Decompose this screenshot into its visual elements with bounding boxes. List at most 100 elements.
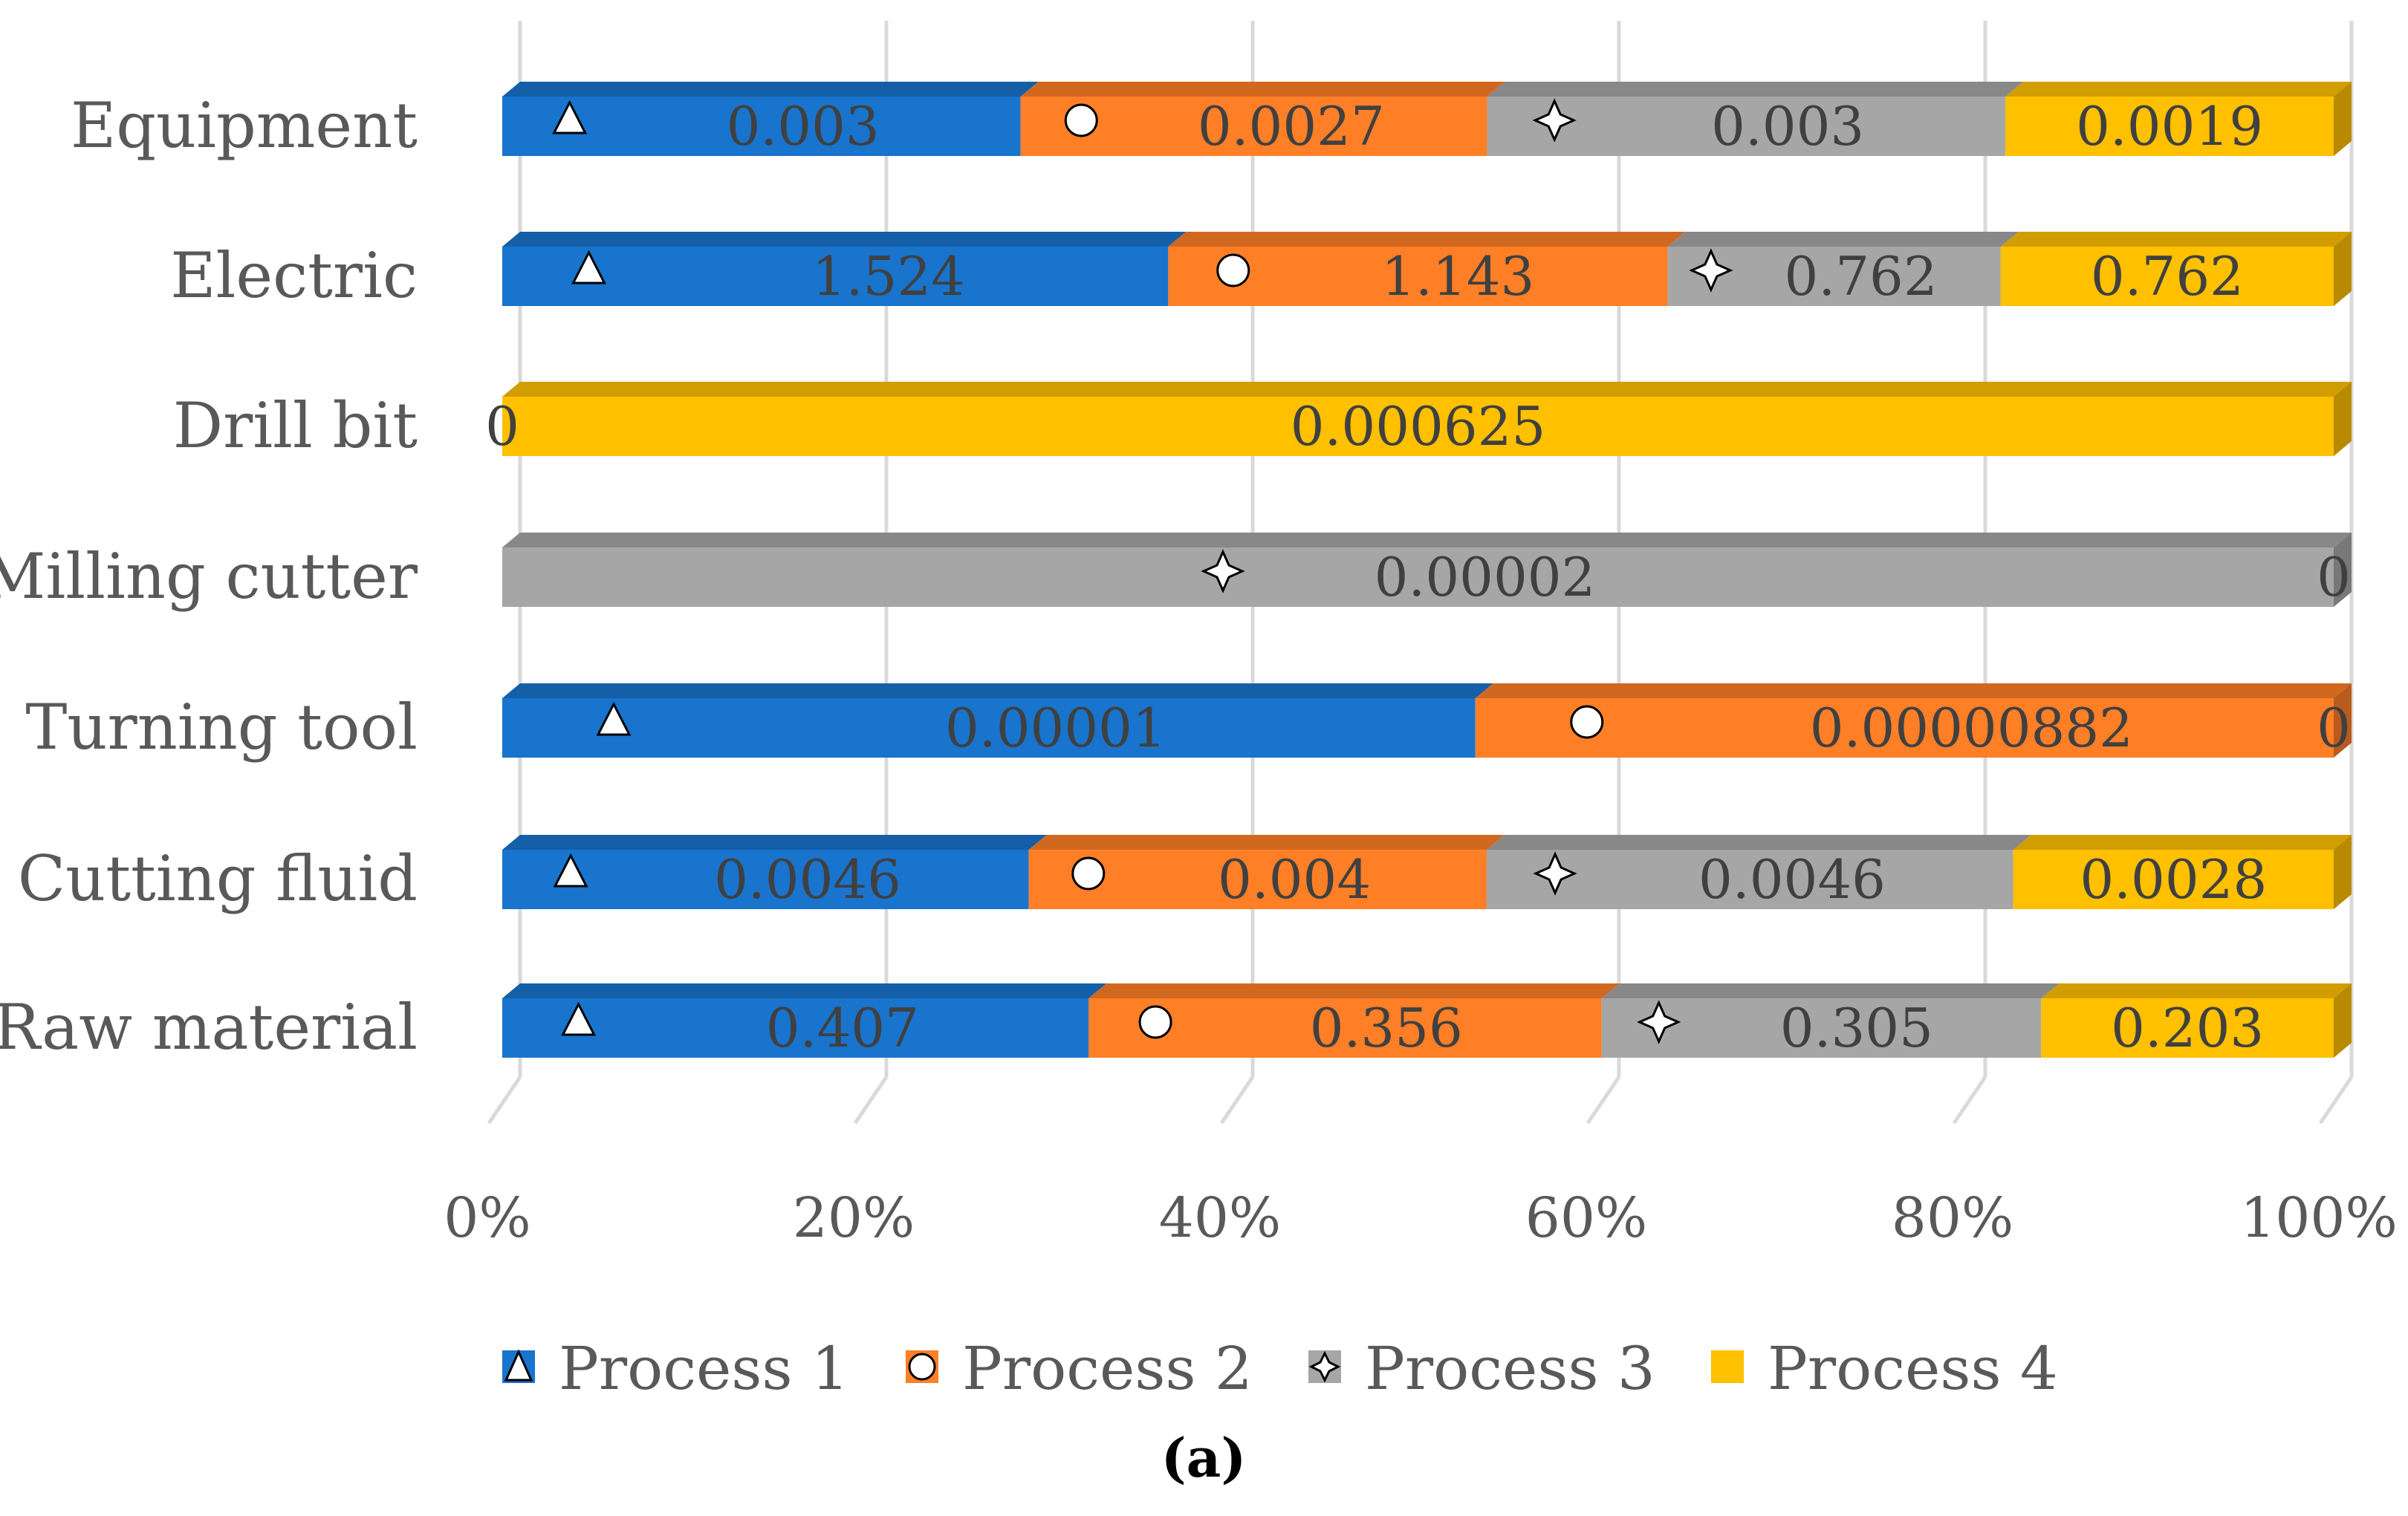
data-label: 0	[2317, 697, 2351, 759]
bar-top	[1168, 232, 1686, 247]
data-label: 0.356	[1310, 997, 1463, 1059]
data-label: 0.203	[2111, 997, 2264, 1059]
bar-top	[2013, 835, 2352, 850]
bar-side	[2334, 835, 2352, 909]
star-marker	[1689, 248, 1733, 293]
bar-segment	[2005, 97, 2334, 156]
legend-item-2: Process 2	[906, 1334, 1253, 1403]
bar-segment	[1020, 97, 1487, 156]
bar-row-milling-cutter: 0.00002 0	[502, 533, 2352, 608]
bar-row-turning-tool: 0.00001 0.00000882 0	[502, 683, 2352, 759]
bar-segment	[2013, 850, 2334, 909]
bar-top	[502, 835, 1047, 850]
bar-row-cutting-fluid: 0.0046 0.004 0.0046 0.0028	[502, 835, 2352, 911]
category-label: Electric	[170, 239, 418, 312]
bar-top	[1667, 232, 2019, 247]
bar-top	[502, 683, 1493, 698]
data-label: 1.143	[1381, 245, 1534, 308]
star-marker	[1201, 549, 1245, 593]
bar-segment	[1088, 998, 1602, 1058]
data-label: 0.004	[1218, 848, 1371, 911]
bar-segment	[1487, 97, 2006, 156]
x-tick-labels: 0% 20% 40% 60% 80% 100%	[444, 1186, 2397, 1250]
legend: Process 1 Process 2 Process 3 Process 4	[502, 1334, 2058, 1403]
bar-segment	[2041, 998, 2334, 1058]
legend-label: Process 1	[559, 1334, 849, 1403]
triangle-marker	[571, 250, 606, 284]
bar-top	[1088, 983, 1620, 998]
category-labels: Equipment Electric Drill bit Milling cutter…	[0, 89, 418, 1064]
bar-side	[2334, 983, 2352, 1058]
circle-marker	[1216, 253, 1250, 287]
data-label: 0.0046	[714, 848, 901, 911]
triangle-marker	[553, 853, 588, 888]
gridline-floor	[853, 1076, 889, 1125]
bar-segment	[2000, 247, 2334, 306]
legend-label: Process 4	[1768, 1334, 2058, 1403]
data-label: 0.407	[766, 997, 919, 1059]
x-tick-label: 0%	[444, 1186, 530, 1250]
x-tick-label: 20%	[793, 1186, 915, 1250]
bar-top	[502, 82, 1039, 97]
data-label: 0.003	[727, 95, 880, 157]
bar-top	[1020, 82, 1505, 97]
gridline-floor	[2318, 1076, 2354, 1125]
legend-item-4: Process 4	[1711, 1334, 2058, 1403]
bar-top	[502, 382, 2352, 397]
gridline-floor	[487, 1076, 522, 1125]
data-label: 0.00002	[1375, 546, 1596, 608]
bar-top	[2005, 82, 2352, 97]
star-marker	[1532, 98, 1577, 143]
bar-row-raw-material: 0.407 0.356 0.305 0.203	[502, 983, 2352, 1059]
category-label: Raw material	[0, 991, 418, 1064]
bar-top	[1486, 835, 2031, 850]
bar-segment	[502, 998, 1089, 1058]
legend-item-3: Process 3	[1308, 1334, 1655, 1403]
x-tick-label: 60%	[1525, 1186, 1647, 1250]
bar-top	[1601, 983, 2060, 998]
category-label: Cutting fluid	[18, 842, 418, 915]
bar-top	[502, 983, 1107, 998]
legend-label: Process 2	[962, 1334, 1253, 1403]
bar-top	[2041, 983, 2352, 998]
data-label: 1.524	[812, 245, 965, 308]
bar-segment	[1667, 247, 2001, 306]
gridline-floor	[1586, 1076, 1621, 1125]
bar-segment	[502, 698, 1476, 758]
star-marker	[1308, 1350, 1341, 1383]
bar-segment	[1168, 247, 1668, 306]
circle-marker	[1071, 856, 1106, 891]
x-tick-label: 40%	[1159, 1186, 1281, 1250]
legend-item-1: Process 1	[502, 1334, 849, 1403]
gridline-floor	[1952, 1076, 1987, 1125]
data-label: 0.00001	[945, 697, 1166, 759]
data-label: 0.000625	[1291, 395, 1546, 458]
data-label: 0.305	[1780, 997, 1933, 1059]
bar-top	[1475, 683, 2352, 698]
bar-segment	[1601, 998, 2042, 1058]
bar-segment	[1486, 850, 2013, 909]
bar-top	[2000, 232, 2352, 247]
category-label: Equipment	[71, 89, 418, 162]
triangle-marker	[596, 701, 632, 736]
bar-side	[2334, 82, 2352, 156]
circle-marker	[1064, 103, 1098, 137]
bar-side	[2334, 683, 2352, 758]
data-label: 0.0028	[2080, 848, 2267, 911]
data-label: 0	[2317, 546, 2351, 608]
bars: 0.003 0.0027 0.003 0.0019 1.524 1.143 0.762 0.7…	[485, 82, 2352, 1059]
bar-top	[1028, 835, 1505, 850]
triangle-marker	[561, 1001, 597, 1036]
bar-segment	[502, 247, 1169, 306]
bar-side	[2334, 533, 2352, 607]
triangle-marker	[504, 1349, 533, 1382]
category-label: Turning tool	[25, 691, 418, 764]
gridline-floor	[1219, 1076, 1255, 1125]
star-marker	[1533, 851, 1577, 896]
bar-segment	[502, 850, 1029, 909]
data-label: 0.0019	[2076, 95, 2263, 157]
triangle-marker	[552, 100, 588, 134]
category-label: Milling cutter	[0, 540, 418, 613]
data-label: 0.762	[1785, 245, 1938, 308]
